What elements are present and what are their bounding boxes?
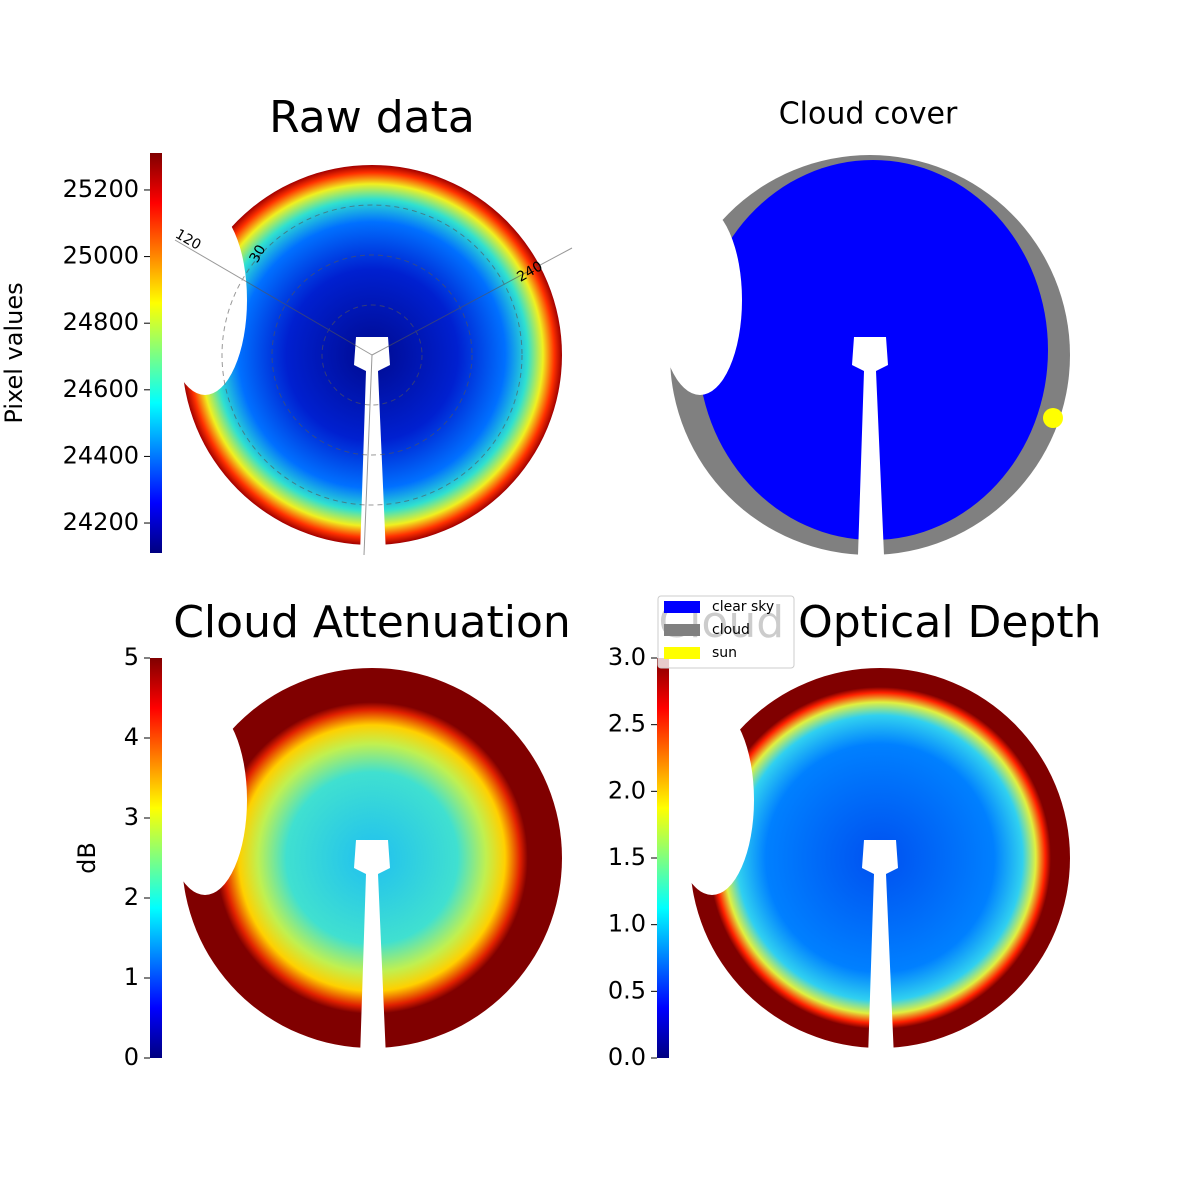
colorbar-tick-label: 24400 <box>63 441 139 469</box>
colorbar <box>150 658 162 1058</box>
panel-title: Cloud cover <box>779 97 958 132</box>
colorbar-label: Pixel values <box>0 282 28 423</box>
polar-ring <box>221 204 523 506</box>
horizon-mask <box>163 205 247 395</box>
colorbar-tick-label: 1.0 <box>608 910 646 938</box>
colorbar <box>150 153 162 553</box>
colorbar-tick-label: 5 <box>124 643 139 671</box>
colorbar-label: dB <box>73 842 101 874</box>
colorbar <box>657 658 669 1058</box>
sun <box>1043 408 1063 428</box>
polar-ring <box>271 254 473 456</box>
horizon-mask <box>658 205 742 395</box>
colorbar-tick-label: 3.0 <box>608 643 646 671</box>
colorbar-tick-label: 3 <box>124 803 139 831</box>
polar-spoke <box>371 247 573 356</box>
colorbar-tick-label: 4 <box>124 723 139 751</box>
colorbar-tick-label: 24200 <box>63 508 139 536</box>
colorbar-tick-label: 24800 <box>63 308 139 336</box>
colorbar-tick-label: 1.5 <box>608 843 646 871</box>
legend-label: clear sky <box>712 599 774 615</box>
polar-label: 30 <box>247 242 270 265</box>
legend-swatch <box>664 624 700 636</box>
colorbar-tick-label: 24600 <box>63 375 139 403</box>
horizon-mask <box>163 705 247 895</box>
colorbar-tick-label: 25200 <box>63 175 139 203</box>
mast <box>852 337 888 555</box>
mast <box>862 840 898 1058</box>
panel-title: Raw data <box>269 92 475 143</box>
colorbar-tick-label: 2.5 <box>608 710 646 738</box>
colorbar-tick-label: 0.0 <box>608 1043 646 1071</box>
colorbar-tick-label: 0 <box>124 1043 139 1071</box>
panel-title: Cloud Attenuation <box>173 597 571 648</box>
horizon-mask <box>670 705 754 895</box>
polar-spoke <box>174 239 373 356</box>
colorbar-tick-label: 25000 <box>63 242 139 270</box>
legend-swatch <box>664 647 700 659</box>
colorbar-tick-label: 0.5 <box>608 976 646 1004</box>
legend-label: sun <box>712 645 737 661</box>
colorbar-tick-label: 2.0 <box>608 776 646 804</box>
legend-label: cloud <box>712 622 750 638</box>
polar-ring <box>321 304 423 406</box>
legend-swatch <box>664 601 700 613</box>
colorbar-tick-label: 1 <box>124 963 139 991</box>
polar-grid <box>174 204 573 556</box>
colorbar-tick-label: 2 <box>124 883 139 911</box>
mast <box>354 840 390 1058</box>
polar-spoke <box>363 354 373 556</box>
mast <box>354 337 390 555</box>
